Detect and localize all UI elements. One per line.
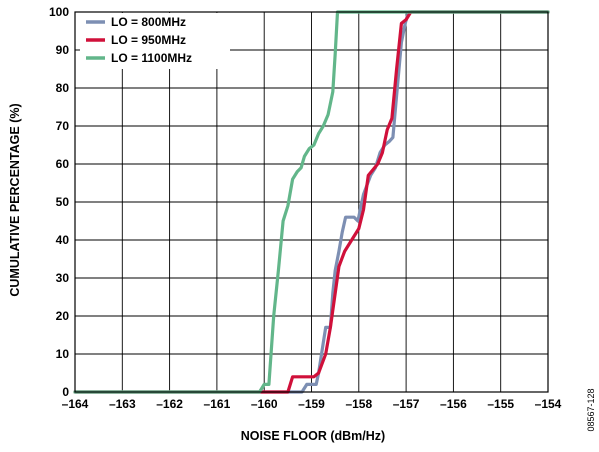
y-axis-title: CUMULATIVE PERCENTAGE (%)	[8, 103, 22, 296]
x-tick-label: –160	[251, 397, 278, 411]
y-tick-label: 60	[56, 157, 70, 171]
legend-label-1100mhz: LO = 1100MHz	[111, 51, 192, 65]
x-axis-title: NOISE FLOOR (dBm/Hz)	[241, 429, 385, 443]
x-tick-label: –158	[345, 397, 372, 411]
x-tick-label: –164	[62, 397, 89, 411]
legend-label-950mhz: LO = 950MHz	[111, 33, 186, 47]
y-tick-label: 90	[56, 43, 70, 57]
x-tick-label: –162	[156, 397, 183, 411]
x-tick-label: –163	[109, 397, 136, 411]
x-tick-label: –157	[393, 397, 420, 411]
y-tick-label: 0	[62, 385, 69, 399]
x-tick-label: –156	[440, 397, 467, 411]
series-line-1100mhz	[73, 10, 550, 394]
y-tick-label: 50	[56, 195, 70, 209]
legend: LO = 800MHz LO = 950MHz LO = 1100MHz	[80, 13, 230, 69]
series-line-950mhz	[73, 10, 550, 394]
y-tick-label: 30	[56, 271, 70, 285]
legend-label-800mhz: LO = 800MHz	[111, 15, 186, 29]
plot-frame	[74, 11, 549, 393]
x-tick-label: –159	[298, 397, 325, 411]
tick-labels: –164 –163 –162 –161 –160 –159 –158 –157 –156 –155…	[49, 5, 562, 411]
series-layer	[73, 10, 550, 394]
series-line-800mhz	[73, 10, 550, 394]
x-tick-label: –155	[487, 397, 514, 411]
y-tick-label: 40	[56, 233, 70, 247]
y-tick-label: 70	[56, 119, 70, 133]
y-tick-label: 100	[49, 5, 69, 19]
y-tick-label: 10	[56, 347, 70, 361]
x-tick-label: –161	[204, 397, 231, 411]
figure-id: 08567-128	[586, 388, 596, 431]
y-tick-label: 80	[56, 81, 70, 95]
x-tick-label: –154	[535, 397, 562, 411]
y-tick-label: 20	[56, 309, 70, 323]
